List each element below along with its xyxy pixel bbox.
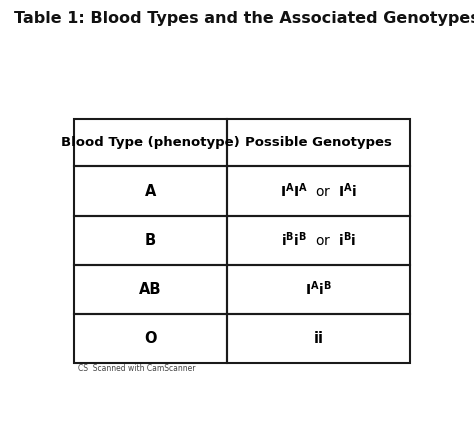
Bar bbox=[227, 216, 410, 265]
Text: O: O bbox=[144, 331, 157, 346]
Text: $\mathbf{I}^{\mathbf{A}}\mathbf{I}^{\mathbf{A}}$  or  $\mathbf{I}^{\mathbf{A}}\m: $\mathbf{I}^{\mathbf{A}}\mathbf{I}^{\mat… bbox=[280, 182, 357, 200]
Text: CS  Scanned with CamScanner: CS Scanned with CamScanner bbox=[78, 365, 195, 374]
Bar bbox=[74, 216, 227, 265]
Bar bbox=[74, 119, 227, 166]
Bar bbox=[227, 314, 410, 363]
Text: B: B bbox=[145, 232, 156, 247]
Bar bbox=[74, 166, 227, 216]
Bar bbox=[74, 265, 227, 314]
Text: A: A bbox=[145, 184, 156, 199]
Text: Possible Genotypes: Possible Genotypes bbox=[245, 136, 392, 149]
Bar bbox=[227, 166, 410, 216]
Text: Blood Type (phenotype): Blood Type (phenotype) bbox=[61, 136, 240, 149]
Text: Table 1: Blood Types and the Associated Genotypes: Table 1: Blood Types and the Associated … bbox=[14, 11, 474, 26]
Text: ii: ii bbox=[313, 331, 323, 346]
Bar bbox=[227, 119, 410, 166]
Bar bbox=[227, 265, 410, 314]
Text: $\mathbf{i}^{\mathbf{B}}\mathbf{i}^{\mathbf{B}}$  or  $\mathbf{i}^{\mathbf{B}}\m: $\mathbf{i}^{\mathbf{B}}\mathbf{i}^{\mat… bbox=[281, 231, 356, 250]
Text: AB: AB bbox=[139, 282, 162, 297]
Bar bbox=[74, 314, 227, 363]
Text: $\mathbf{I}^{\mathbf{A}}\mathbf{i}^{\mathbf{B}}$: $\mathbf{I}^{\mathbf{A}}\mathbf{i}^{\mat… bbox=[305, 280, 332, 298]
